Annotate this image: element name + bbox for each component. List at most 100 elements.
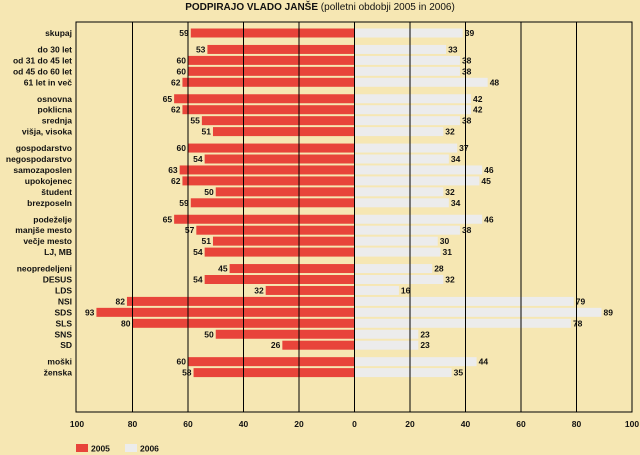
x-tick-label: 80 <box>128 419 138 429</box>
value-label-2005: 54 <box>193 275 203 285</box>
value-label-2006: 89 <box>603 307 613 317</box>
category-label: do 30 let <box>38 44 73 54</box>
bar-2005 <box>96 307 355 317</box>
bar-2005 <box>229 264 355 274</box>
x-tick-label: 20 <box>405 419 415 429</box>
bar-2006 <box>354 296 574 306</box>
bar-2006 <box>354 55 460 65</box>
bar-2005 <box>282 340 355 350</box>
bar-2005 <box>188 357 355 367</box>
value-label-2005: 60 <box>177 66 187 76</box>
bar-2005 <box>201 116 355 126</box>
value-label-2006: 38 <box>462 116 472 126</box>
category-label: srednja <box>42 116 73 126</box>
category-label: večje mesto <box>23 236 72 246</box>
x-tick-label: 60 <box>183 419 193 429</box>
category-label: samozaposlen <box>13 165 72 175</box>
bar-2005 <box>215 329 355 339</box>
category-label: LJ, MB <box>44 247 72 257</box>
value-label-2005: 80 <box>121 318 131 328</box>
bar-2005 <box>126 296 355 306</box>
bar-2006 <box>354 105 472 115</box>
bar-2005 <box>212 236 355 246</box>
bar-2005 <box>174 94 355 104</box>
value-label-2006: 38 <box>462 225 472 235</box>
bar-2006 <box>354 154 449 164</box>
bar-2005 <box>196 225 355 235</box>
value-label-2006: 46 <box>484 165 494 175</box>
bar-2005 <box>204 247 355 257</box>
bar-2006 <box>354 28 463 38</box>
value-label-2006: 38 <box>462 55 472 65</box>
bar-2006 <box>354 236 438 246</box>
value-label-2005: 62 <box>171 176 181 186</box>
bar-2005 <box>204 275 355 284</box>
value-label-2005: 60 <box>177 55 187 65</box>
value-label-2005: 59 <box>179 28 189 38</box>
bar-2006 <box>354 94 472 104</box>
bar-2005 <box>182 105 355 115</box>
value-label-2005: 58 <box>182 368 192 378</box>
value-label-2005: 65 <box>163 94 173 104</box>
bar-2006 <box>354 368 452 378</box>
bar-2005 <box>212 127 355 137</box>
category-label: gospodarstvo <box>16 143 72 153</box>
value-label-2005: 60 <box>177 357 187 367</box>
category-label: poklicna <box>38 105 73 115</box>
bar-2006 <box>354 116 460 126</box>
value-label-2006: 23 <box>420 329 430 339</box>
value-label-2005: 51 <box>202 127 212 137</box>
value-label-2006: 32 <box>445 187 455 197</box>
bar-2006 <box>354 176 480 186</box>
x-tick-label: 100 <box>625 419 639 429</box>
bar-2006 <box>354 77 488 87</box>
value-label-2006: 31 <box>443 247 453 257</box>
value-label-2006: 33 <box>448 44 458 54</box>
value-label-2006: 32 <box>445 127 455 137</box>
chart-title: PODPIRAJO VLADO JANŠE (polletni obdobji … <box>0 2 640 13</box>
value-label-2005: 26 <box>271 340 281 350</box>
value-label-2006: 34 <box>451 198 461 208</box>
category-label: višja, visoka <box>22 127 72 137</box>
value-label-2006: 16 <box>401 285 411 295</box>
value-label-2005: 50 <box>204 329 214 339</box>
category-label: SNS <box>55 329 73 339</box>
bar-2005 <box>190 28 355 38</box>
bar-2005 <box>188 66 355 76</box>
bar-2006 <box>354 214 483 224</box>
bar-2005 <box>188 143 355 153</box>
chart-title-main: PODPIRAJO VLADO JANŠE <box>185 2 319 13</box>
value-label-2006: 44 <box>479 357 489 367</box>
legend-label-2006: 2006 <box>140 444 159 454</box>
bar-2006 <box>354 165 483 175</box>
value-label-2005: 60 <box>177 143 187 153</box>
bar-2005 <box>182 77 355 87</box>
value-label-2006: 30 <box>440 236 450 246</box>
category-label: neopredeljeni <box>17 264 72 274</box>
bar-2006 <box>354 264 433 274</box>
category-label: manjše mesto <box>15 225 72 235</box>
x-tick-label: 40 <box>239 419 249 429</box>
x-tick-label: 60 <box>516 419 526 429</box>
category-label: SDS <box>55 307 73 317</box>
bar-2006 <box>354 247 441 257</box>
chart-subtitle: (polletni obdobji 2005 in 2006) <box>320 2 455 13</box>
bar-2006 <box>354 340 419 350</box>
bar-2005 <box>265 285 355 295</box>
bar-2005 <box>207 44 355 54</box>
value-label-2005: 62 <box>171 77 181 87</box>
bar-2006 <box>354 318 571 328</box>
value-label-2006: 34 <box>451 154 461 164</box>
x-tick-label: 20 <box>294 419 304 429</box>
value-label-2005: 57 <box>185 225 195 235</box>
bar-2005 <box>204 154 355 164</box>
category-label: 61 let in več <box>24 77 72 87</box>
value-label-2005: 59 <box>179 198 189 208</box>
bar-2006 <box>354 225 460 235</box>
category-label: podeželje <box>33 214 72 224</box>
value-label-2006: 28 <box>434 264 444 274</box>
bar-2006 <box>354 198 449 208</box>
bar-2005 <box>188 55 355 65</box>
value-label-2006: 42 <box>473 105 483 115</box>
